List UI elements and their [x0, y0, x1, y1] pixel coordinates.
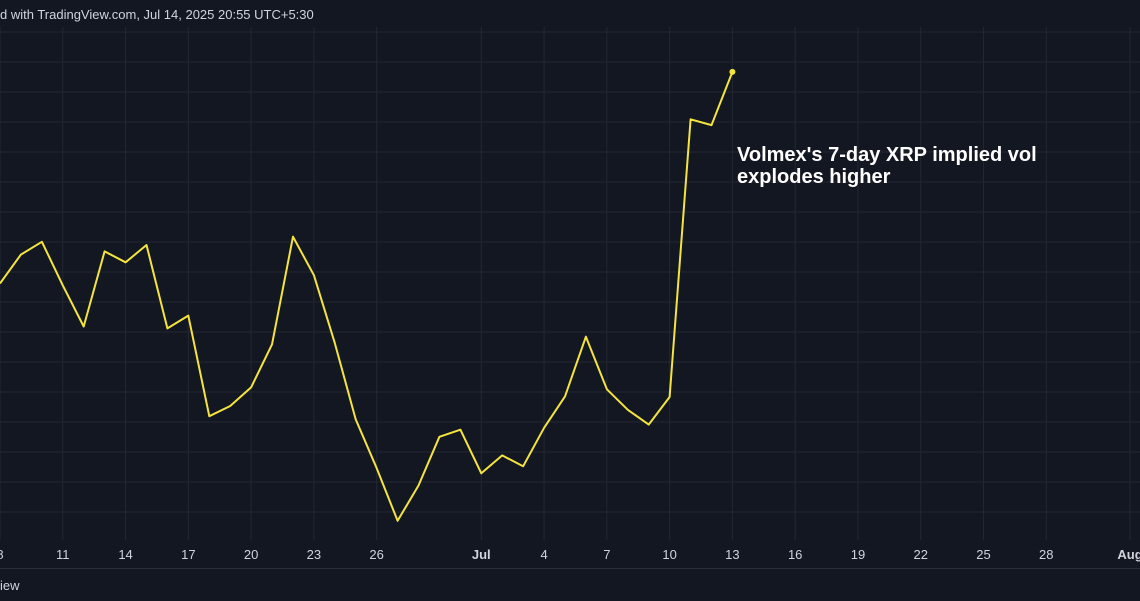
chart-header: d with TradingView.com, Jul 14, 2025 20:… [0, 0, 1140, 27]
chart-footer: iew [0, 568, 1140, 601]
x-tick-label: 13 [725, 547, 739, 562]
x-tick-label: 11 [56, 547, 70, 562]
x-tick-label: 16 [788, 547, 802, 562]
footer-text: iew [0, 578, 20, 593]
chart-grid [0, 27, 1140, 540]
x-tick-label: 10 [662, 547, 676, 562]
chart-annotation: Volmex's 7-day XRP implied vol explodes … [737, 144, 1037, 188]
x-tick-label: 8 [0, 547, 4, 562]
x-tick-label: 20 [244, 547, 258, 562]
annotation-line-1: Volmex's 7-day XRP implied vol [737, 144, 1037, 166]
plot-area [0, 68, 736, 522]
annotation-line-2: explodes higher [737, 166, 891, 188]
x-tick-label: 4 [540, 547, 547, 562]
line-chart[interactable]: 8 11 14 17 20 23 26 Jul 4 7 10 13 16 19 22 25 28 Aug [0, 27, 1140, 568]
x-axis: 8 11 14 17 20 23 26 Jul 4 7 10 13 16 19 22 25 28 Aug [0, 547, 1140, 562]
x-tick-label: 26 [369, 547, 383, 562]
x-tick-label: Jul [472, 547, 491, 562]
header-text: d with TradingView.com, Jul 14, 2025 20:… [0, 7, 314, 22]
series-line [0, 71, 734, 522]
x-tick-label: Aug [1117, 547, 1140, 562]
x-tick-label: 28 [1039, 547, 1053, 562]
x-tick-label: 25 [976, 547, 990, 562]
x-tick-label: 23 [307, 547, 321, 562]
x-tick-label: 19 [851, 547, 865, 562]
x-tick-label: 22 [914, 547, 928, 562]
x-tick-label: 17 [181, 547, 195, 562]
x-tick-label: 7 [603, 547, 610, 562]
x-tick-label: 14 [118, 547, 132, 562]
last-point-marker [729, 68, 736, 75]
